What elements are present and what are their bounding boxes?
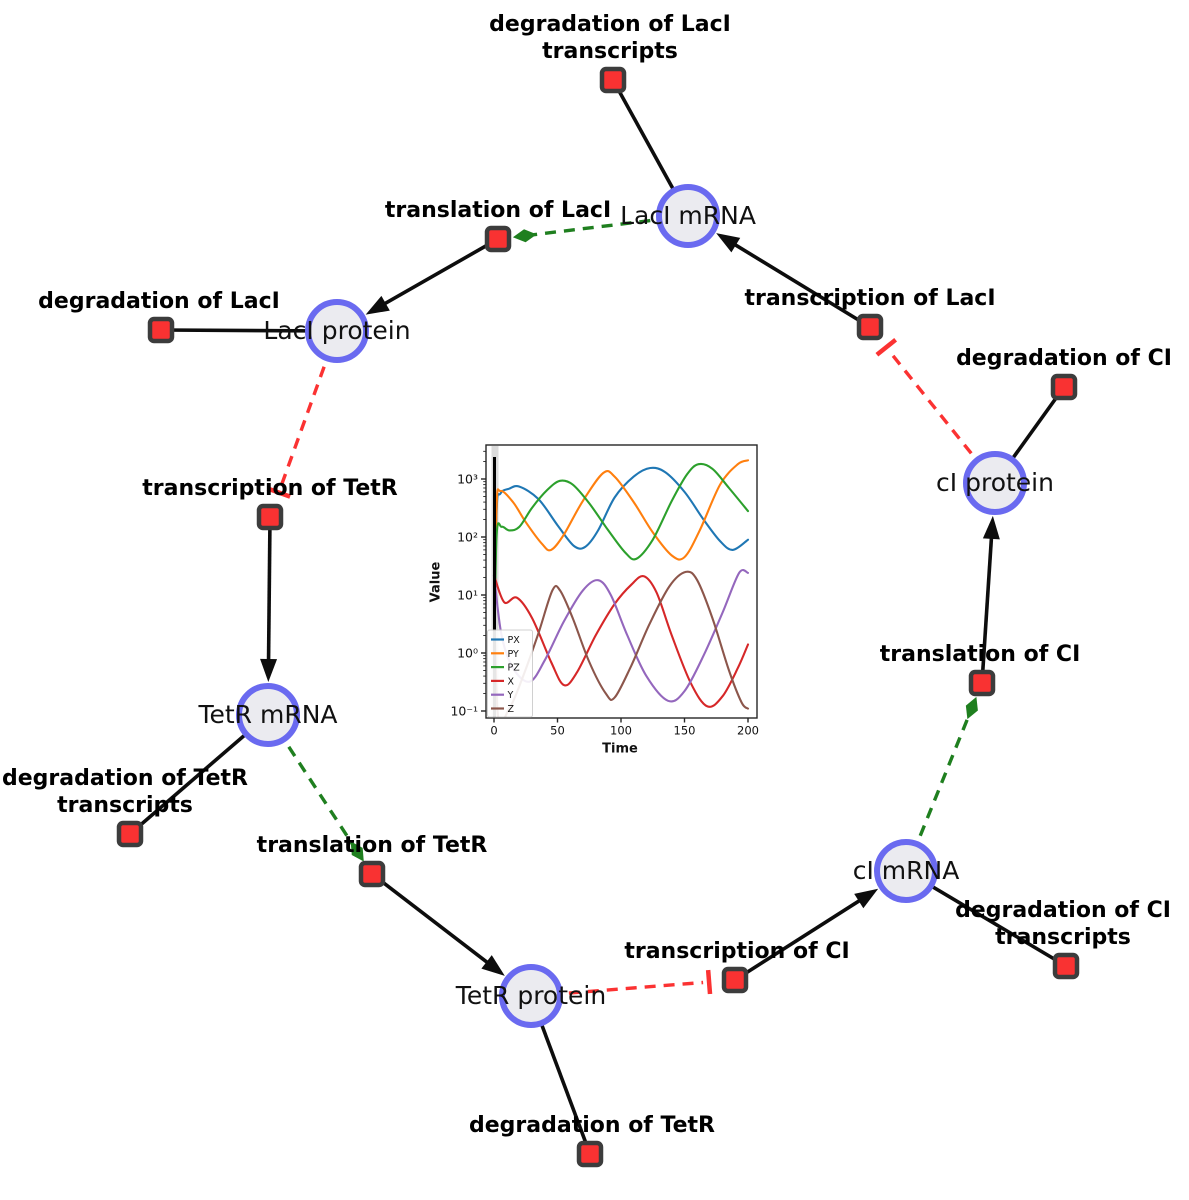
species-node-ci_mrna[interactable] [874,839,938,903]
reaction-node-transl_laci[interactable] [484,225,512,253]
y-tick-label: 10² [457,530,478,545]
reaction-label-transc_ci: transcription of CI [624,939,850,964]
reaction-node-deg_laci_tx[interactable] [599,66,627,94]
species-node-laci_mrna[interactable] [656,184,720,248]
reaction-node-transc_tetr[interactable] [256,503,284,531]
arrowhead [481,955,505,976]
modifier-arrowhead [965,696,978,720]
legend-label-PZ: PZ [508,663,521,674]
y-tick-label: 10¹ [457,588,478,603]
reaction-label-transl_tetr: translation of TetR [256,833,488,858]
reaction-node-transl_ci[interactable] [968,669,996,697]
edge-transc_ci-ci_mrna [734,888,879,982]
reaction-node-transl_tetr[interactable] [358,860,386,888]
legend-label-PX: PX [508,635,521,646]
modifier-arrowhead [512,229,537,243]
y-tick-label: 10³ [457,472,478,487]
arrowhead [365,295,390,315]
legend-label-X: X [508,676,515,687]
edge-transc_tetr-tetr_mrna [260,516,278,683]
edge-transl_tetr-tetr_protein [370,872,505,976]
series-X [492,574,750,708]
species-node-tetr_protein[interactable] [499,964,563,1028]
arrowhead [982,515,1000,540]
reaction-node-deg_ci_tx[interactable] [1052,952,1080,980]
arrowhead [260,658,278,683]
reaction-node-transc_ci[interactable] [721,966,749,994]
modifier-arrowhead [350,841,364,862]
reaction-node-transc_laci[interactable] [856,313,884,341]
inhibition-tbar [705,969,713,995]
reaction-label-deg_laci: degradation of LacI [38,289,280,314]
inhibition-tbar [875,338,898,357]
reaction-label-transl_ci: translation of CI [879,642,1081,667]
x-tick-label: 50 [550,724,565,738]
edge-transl_laci-laci_protein [365,237,499,315]
legend-label-PY: PY [508,649,520,660]
reaction-node-deg_ci[interactable] [1050,373,1078,401]
reaction-node-deg_tetr[interactable] [576,1140,604,1168]
x-tick-label: 0 [490,724,497,738]
reaction-label-deg_laci_tx: degradation of LacI transcripts [489,12,731,64]
edge-transc_laci-laci_mrna [716,233,871,329]
legend-label-Z: Z [508,704,515,715]
reaction-node-deg_laci[interactable] [147,316,175,344]
reaction-label-deg_tetr: degradation of TetR [468,1113,716,1138]
reaction-label-deg_ci_tx: degradation of CI transcripts [955,898,1171,950]
inhibition-tbar [266,486,291,499]
species-label-laci_protein: LacI protein [263,316,411,345]
reaction-label-transl_laci: translation of LacI [384,198,612,223]
species-label-tetr_mrna: TetR mRNA [198,700,338,729]
chart-x-axis-label: Time [602,741,638,757]
x-tick-label: 100 [610,724,632,738]
species-label-laci_mrna: LacI mRNA [620,201,756,230]
inset-line-chart: 0 50 100 150 200 10⁻¹ 10⁰ 10¹ 10² 10³ PX PY PZ XYZ [450,444,759,738]
series-PY [492,459,750,672]
chart-legend: PX PY PZ XYZ [487,629,533,718]
series-PZ [492,462,750,672]
species-label-ci_mrna: cI mRNA [852,856,960,885]
reaction-label-deg_tetr_tx: degradation of TetR transcripts [1,766,249,818]
chart-y-axis-label: Value [428,561,444,603]
reaction-node-deg_tetr_tx[interactable] [116,820,144,848]
reaction-label-transc_tetr: transcription of TetR [142,476,398,501]
edge-transl_ci-ci_protein [980,515,1000,684]
x-tick-label: 150 [674,724,696,738]
species-label-ci_protein: cI protein [936,468,1054,497]
x-tick-label: 200 [737,724,759,738]
nodes-layer [116,66,1080,1168]
species-node-tetr_mrna[interactable] [236,683,300,747]
species-label-tetr_protein: TetR protein [455,981,607,1010]
y-tick-label: 10⁰ [457,646,478,661]
reaction-label-deg_ci: degradation of CI [956,346,1172,371]
species-node-laci_protein[interactable] [305,299,369,363]
arrowhead [716,233,741,253]
legend-label-Y: Y [507,690,514,701]
species-node-ci_protein[interactable] [963,451,1027,515]
arrowhead [854,888,879,909]
reaction-label-transc_laci: transcription of LacI [744,286,996,311]
y-tick-label: 10⁻¹ [450,704,478,719]
